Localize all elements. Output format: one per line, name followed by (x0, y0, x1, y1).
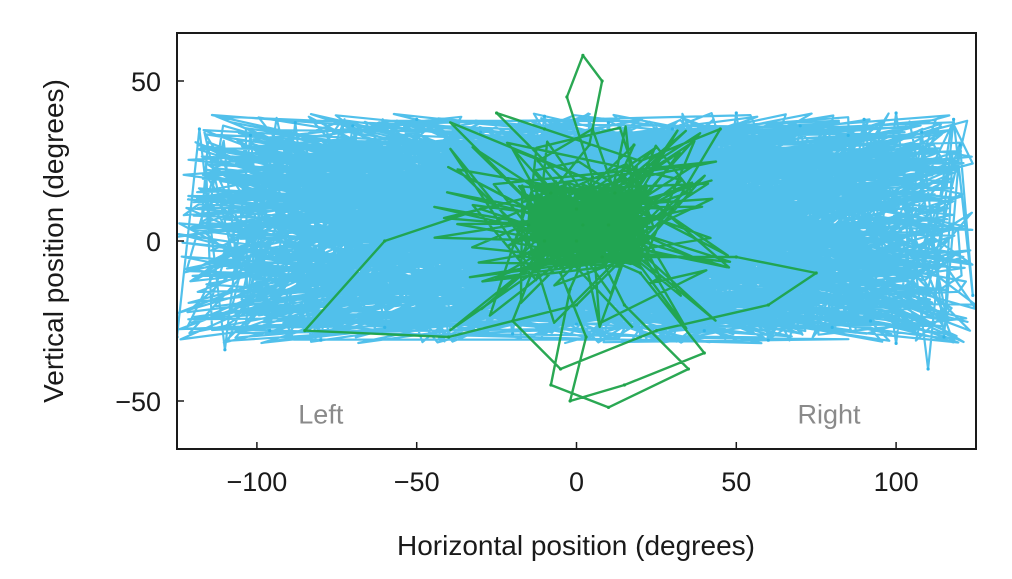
series-1-trace (303, 54, 818, 409)
series-1-point-11 (622, 383, 627, 387)
series-1-point-43 (632, 143, 636, 147)
series-0-point-18 (702, 329, 706, 333)
series-0-point-14 (574, 322, 579, 326)
series-1-point-7 (606, 223, 611, 227)
series-0-point-26 (942, 335, 946, 339)
series-1-point-15 (479, 207, 483, 211)
series-1-point-0 (574, 239, 579, 243)
series-1-point-21 (718, 127, 722, 131)
series-1-point-23 (542, 127, 547, 131)
series-1-point-24 (495, 111, 499, 115)
series-0-point-3 (248, 133, 253, 137)
series-1-point-25 (558, 175, 563, 179)
series-0-point-15 (606, 121, 611, 125)
series-1-point-14 (527, 223, 531, 227)
series-1 (303, 53, 818, 409)
series-1-point-22 (638, 159, 643, 163)
annotation-right: Right (797, 399, 861, 429)
series-1-point-5 (587, 143, 591, 147)
x-tick-label: −100 (226, 467, 287, 497)
series-0-point-6 (319, 338, 323, 342)
series-1-point-37 (574, 207, 579, 211)
x-axis: −100 −50 0 50 100 (226, 442, 919, 497)
series-1-point-18 (447, 335, 451, 339)
annotation-left: Left (298, 399, 344, 429)
series-0-point-13 (542, 114, 547, 118)
series-1-point-26 (600, 255, 604, 259)
series-1-point-2 (565, 95, 569, 99)
x-tick-label: 100 (874, 467, 919, 497)
series-0-point-21 (798, 124, 802, 128)
series-1-point-9 (584, 335, 588, 339)
series-1-point-10 (568, 399, 572, 403)
series-1-point-29 (766, 303, 770, 307)
series-0-point-2 (223, 348, 227, 352)
series-1-point-16 (383, 239, 387, 243)
series-0-point-25 (920, 130, 924, 134)
series-1-point-27 (734, 255, 738, 259)
series-1-point-31 (558, 367, 563, 371)
series-1-point-38 (622, 303, 627, 307)
x-tick-label: −50 (394, 467, 440, 497)
series-0-point-8 (383, 325, 387, 329)
annotation-layer: Left Right (298, 399, 861, 429)
series-0-point-31 (894, 111, 898, 115)
series-1-point-12 (702, 351, 706, 355)
series-1-point-36 (536, 159, 540, 163)
series-0-point-1 (197, 127, 201, 131)
series-0-point-11 (479, 130, 483, 134)
series-1-point-4 (600, 79, 604, 83)
series-0-point-23 (862, 117, 866, 121)
series-0-point-33 (846, 133, 850, 137)
y-axis-label: Vertical position (degrees) (38, 79, 69, 403)
series-0-point-9 (415, 117, 419, 121)
x-axis-label: Horizontal position (degrees) (397, 530, 755, 561)
series-1-point-13 (638, 271, 643, 275)
series-1-point-3 (581, 53, 585, 58)
series-0-point-20 (766, 338, 770, 342)
series-1-point-30 (654, 329, 659, 333)
series-1-point-8 (558, 271, 563, 275)
series-0-point-17 (670, 127, 675, 131)
series-1-point-33 (542, 239, 547, 243)
y-tick-label: 0 (146, 227, 161, 257)
series-0-point-4 (268, 329, 272, 333)
series-0-point-27 (958, 143, 962, 147)
series-1-point-45 (581, 223, 585, 227)
series-1-point-34 (613, 191, 617, 195)
series-1-point-17 (303, 329, 307, 333)
y-tick-label: 50 (131, 67, 161, 97)
series-0-point-28 (971, 293, 975, 297)
series-0-point-5 (293, 121, 297, 125)
series-0-point-29 (952, 117, 956, 121)
series-1-point-32 (510, 319, 515, 323)
x-tick-label: 50 (721, 467, 751, 497)
series-layer (177, 53, 976, 409)
series-1-point-6 (549, 191, 553, 195)
series-1-point-28 (814, 271, 818, 275)
series-0-point-32 (868, 319, 873, 323)
series-1-point-41 (549, 383, 553, 387)
series-1-point-42 (568, 287, 572, 291)
series-0-point-30 (926, 367, 930, 371)
y-axis: −50 0 50 (115, 67, 184, 417)
series-0-point-19 (734, 111, 738, 115)
series-1-point-40 (606, 405, 611, 409)
series-1-point-20 (670, 207, 675, 211)
y-tick-label: −50 (115, 387, 161, 417)
x-tick-label: 0 (569, 467, 584, 497)
series-1-point-44 (517, 255, 521, 259)
series-1-point-35 (590, 127, 595, 131)
series-1-point-39 (686, 367, 691, 371)
series-0-point-7 (351, 124, 355, 128)
series-1-point-19 (574, 303, 579, 307)
series-0-point-12 (510, 332, 515, 336)
series-0-point-22 (830, 325, 834, 329)
series-1-point-1 (590, 175, 595, 179)
series-0-point-24 (894, 341, 898, 345)
